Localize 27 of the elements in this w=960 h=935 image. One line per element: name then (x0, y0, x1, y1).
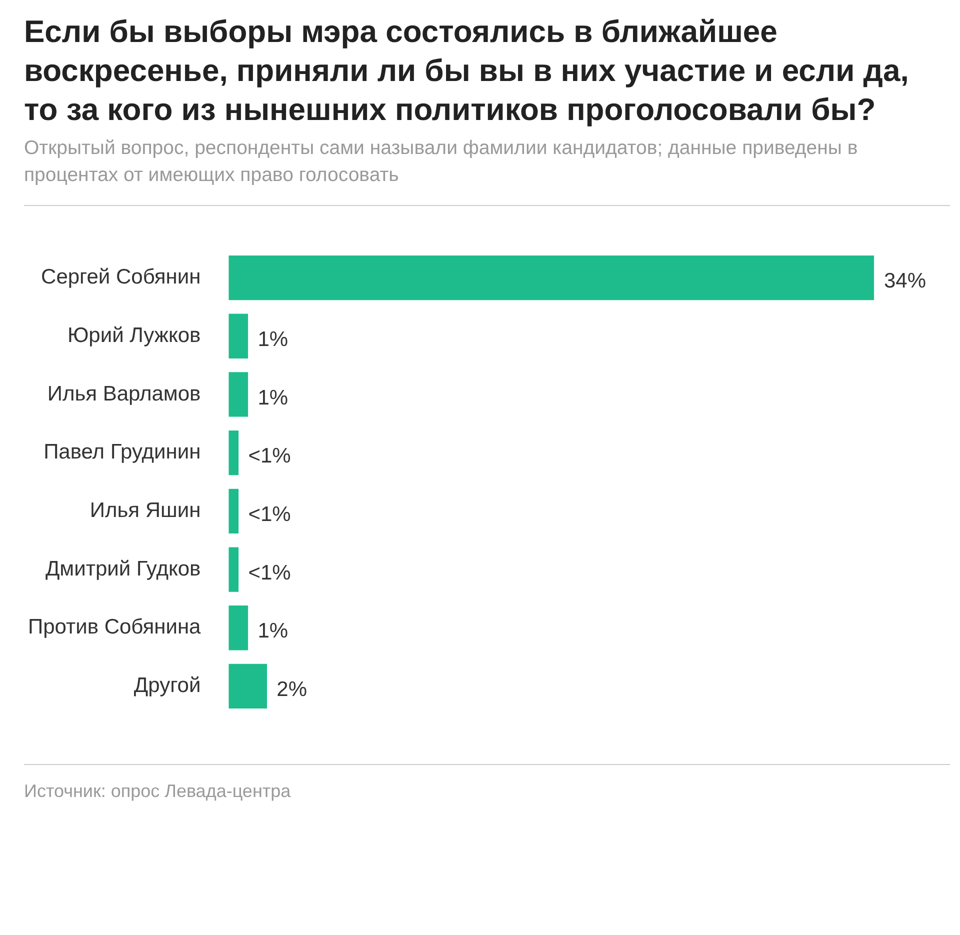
data-label: 1% (258, 620, 288, 643)
data-label: <1% (248, 502, 291, 526)
y-tick-label: Против Собянина (28, 616, 202, 639)
data-label: 1% (258, 386, 288, 410)
bar (228, 314, 248, 358)
bar (228, 430, 239, 476)
data-label: <1% (248, 444, 291, 468)
chart-title: Если бы выборы мэра состоялись в ближайшее воскресенье, приняли ли бы вы в них участие и если да, то за кого из нынешних политиков проголосовали бы? (23, 13, 910, 129)
bar (228, 606, 248, 650)
y-tick-label: Илья Яшин (90, 498, 201, 522)
bar (228, 372, 248, 417)
bar (228, 255, 874, 300)
bar (228, 488, 239, 534)
bar (228, 664, 268, 709)
y-tick-label: Илья Варламов (47, 382, 201, 406)
y-tick-label: Дмитрий Гудков (45, 557, 201, 580)
chart-subtitle: Открытый вопрос, респонденты сами называли фамилии кандидатов; данные приведены в процентах от имеющих право голосовать (23, 136, 859, 188)
data-label: <1% (248, 561, 291, 584)
data-label: 2% (276, 678, 308, 702)
y-tick-label: Павел Грудинин (44, 440, 201, 464)
y-tick-label: Юрий Лужков (67, 324, 201, 347)
bar (228, 547, 239, 592)
text: Источник: опрос Левада-центра (23, 780, 292, 802)
y-tick-label: Другой (134, 674, 201, 698)
y-tick-label: Сергей Собянин (41, 266, 201, 289)
data-label: 1% (258, 328, 288, 351)
data-label: 34% (884, 270, 926, 293)
